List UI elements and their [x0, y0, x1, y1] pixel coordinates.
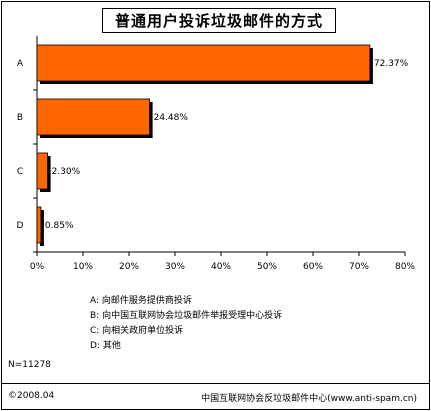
- bar-b: [36, 98, 151, 136]
- legend-item-d: D: 其他: [90, 341, 121, 351]
- value-label: 2.30%: [52, 167, 81, 177]
- x-tick-label: 50%: [257, 262, 277, 272]
- bar-c: [36, 152, 48, 190]
- title-box: 普通用户投诉垃圾邮件的方式: [102, 8, 336, 33]
- x-tick-label: 0%: [30, 262, 45, 272]
- footer-source: 中国互联网协会反垃圾邮件中心(www.anti-spam.cn): [201, 394, 417, 404]
- value-label: 24.48%: [154, 113, 189, 123]
- bar-d: [36, 206, 42, 244]
- legend-item-c: C: 向相关政府单位投诉: [90, 326, 184, 336]
- bar-chart: 0% 10% 20% 30% 40% 50% 60% 70% 80% A 72.37% B 24.48%…: [17, 36, 415, 272]
- x-tick-label: 80%: [395, 262, 415, 272]
- legend: A: 向邮件服务提供商投诉 B: 向中国互联网协会垃圾邮件举报受理中心投诉 C:…: [90, 294, 282, 354]
- category-label: B: [17, 113, 23, 123]
- x-tick-label: 30%: [165, 262, 185, 272]
- x-tick-label: 70%: [349, 262, 369, 272]
- x-tick-label: 10%: [73, 262, 93, 272]
- x-tick-label: 40%: [211, 262, 231, 272]
- footer-date: ©2008.04: [8, 391, 55, 401]
- category-label: A: [17, 59, 24, 69]
- bar-a: [36, 44, 371, 82]
- legend-item-a: A: 向邮件服务提供商投诉: [90, 296, 192, 306]
- x-tick-label: 60%: [303, 262, 323, 272]
- bar-shadow: [40, 210, 44, 246]
- value-label: 0.85%: [45, 221, 74, 231]
- x-tick-label: 20%: [119, 262, 139, 272]
- chart-title: 普通用户投诉垃圾邮件的方式: [114, 12, 323, 30]
- legend-item-b: B: 向中国互联网协会垃圾邮件举报受理中心投诉: [90, 311, 283, 321]
- category-label: C: [17, 167, 23, 177]
- value-label: 72.37%: [374, 59, 409, 69]
- sample-size-label: N=11278: [8, 360, 51, 370]
- footer-divider: [2, 383, 429, 384]
- category-label: D: [17, 221, 24, 231]
